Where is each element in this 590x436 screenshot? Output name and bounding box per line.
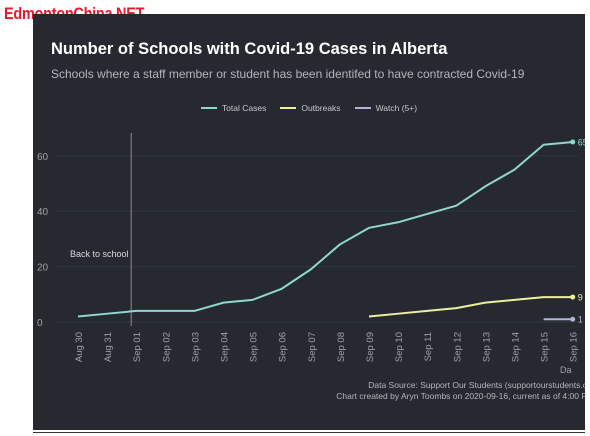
x-tick-label: Sep 15 xyxy=(540,332,551,362)
chart-legend: Total Cases Outbreaks Watch (5+) xyxy=(33,103,585,113)
x-tick-label: Sep 04 xyxy=(220,332,231,362)
x-tick-label: Sep 08 xyxy=(336,332,347,362)
x-tick-label: Sep 16 xyxy=(569,332,580,362)
y-tick-label: 40 xyxy=(37,207,49,218)
legend-item-watch: Watch (5+) xyxy=(354,103,418,113)
legend-swatch-total-cases xyxy=(200,107,217,109)
series-line-outbreaks xyxy=(368,296,573,318)
series-end-point-total-cases xyxy=(570,139,576,145)
x-tick-label: Sep 11 xyxy=(423,332,434,361)
x-tick-label: Sep 09 xyxy=(365,332,376,362)
x-tick-label: Sep 02 xyxy=(161,332,172,362)
chart-subtitle: Schools where a staff member or student … xyxy=(51,67,525,81)
chart-panel: Number of Schools with Covid-19 Cases in… xyxy=(33,14,585,430)
series-end-point-watch-5 xyxy=(570,316,576,322)
x-tick-label: Sep 05 xyxy=(249,332,260,362)
legend-item-total-cases: Total Cases xyxy=(200,103,267,113)
x-tick-label: Sep 07 xyxy=(307,332,318,362)
y-tick-label: 20 xyxy=(37,263,49,274)
legend-swatch-watch xyxy=(354,107,371,109)
bottom-divider xyxy=(33,432,585,433)
y-tick-label: 60 xyxy=(37,152,49,163)
caption-chart-credit: Chart created by Aryn Toombs on 2020-09-… xyxy=(336,391,585,401)
x-tick-label: Sep 01 xyxy=(132,332,143,362)
legend-label-outbreaks: Outbreaks xyxy=(301,103,341,113)
series-end-label-outbreaks: 9 xyxy=(578,293,583,303)
x-tick-label: Aug 31 xyxy=(103,332,114,362)
series-end-label-total-cases: 65 xyxy=(578,137,585,147)
legend-swatch-outbreaks xyxy=(280,107,297,109)
line-chart: 0 20 40 60 Aug 30 Aug 31 Sep 01 Sep 02 Sep 03 Sep… xyxy=(37,133,585,375)
chart-title: Number of Schools with Covid-19 Cases in… xyxy=(51,40,448,58)
series-end-point-outbreaks xyxy=(570,294,576,300)
x-tick-label: Sep 14 xyxy=(511,332,522,362)
x-tick-label: Sep 06 xyxy=(278,332,289,362)
x-tick-label: Sep 03 xyxy=(190,332,201,362)
x-axis-label: Da xyxy=(560,365,572,375)
series-end-label-watch-5: 1 xyxy=(578,315,583,325)
x-tick-label: Sep 12 xyxy=(452,332,463,362)
series-line-total-cases xyxy=(77,140,573,318)
x-tick-label: Aug 30 xyxy=(74,332,85,362)
x-tick-label: Sep 13 xyxy=(481,332,492,362)
y-tick-label: 0 xyxy=(37,318,43,329)
legend-item-outbreaks: Outbreaks xyxy=(280,103,341,113)
legend-label-watch: Watch (5+) xyxy=(375,103,418,113)
annotation-back-to-school: Back to school xyxy=(70,249,129,259)
legend-label-total-cases: Total Cases xyxy=(221,103,267,113)
caption-data-source: Data Source: Support Our Students (suppo… xyxy=(368,380,585,390)
x-tick-label: Sep 10 xyxy=(394,332,405,362)
